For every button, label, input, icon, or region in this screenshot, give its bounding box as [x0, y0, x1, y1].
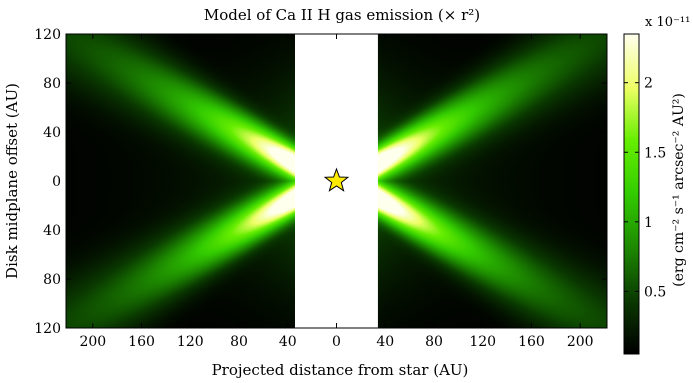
- colorbar-ticks: 0.5 1 1.5 2: [624, 76, 666, 300]
- y-tick-label: 0: [52, 174, 61, 190]
- colorbar-exponent: x 10⁻¹¹: [645, 15, 690, 30]
- colorbar-tick-label: 0.5: [644, 284, 666, 300]
- x-tick-label: 160: [518, 334, 545, 350]
- y-axis-label: Disk midplane offset (AU): [3, 83, 21, 279]
- y-tick-label: 40: [43, 223, 61, 239]
- y-tick-label: 40: [43, 125, 61, 141]
- plot-area: 200 160 120 80 40 0 40 80 120 160 200 120 80 40 0 40 80…: [34, 27, 608, 350]
- colorbar-frame: [623, 33, 640, 355]
- y-axis-ticks: 120 80 40 0 40 80 120: [34, 27, 607, 337]
- heatmap-right-half: [377, 34, 607, 328]
- colorbar-label: (erg cm⁻² s⁻¹ arcsec⁻² AU²): [671, 93, 687, 287]
- x-tick-label: 200: [567, 334, 594, 350]
- colorbar-tick-label: 1: [644, 215, 653, 231]
- x-axis-ticks: 200 160 120 80 40 0 40 80 120 160 200: [79, 34, 594, 350]
- x-tick-label: 40: [279, 334, 297, 350]
- colorbar-gradient: [624, 34, 639, 354]
- x-tick-label: 80: [425, 334, 443, 350]
- y-tick-label: 120: [34, 321, 61, 337]
- x-tick-label: 40: [376, 334, 394, 350]
- y-tick-label: 80: [43, 76, 61, 92]
- y-tick-label: 80: [43, 272, 61, 288]
- x-tick-label: 0: [332, 334, 341, 350]
- colorbar: 0.5 1 1.5 2 x 10⁻¹¹ (erg cm⁻² s⁻¹ arcsec⁻² …: [623, 15, 690, 355]
- x-tick-label: 160: [128, 334, 155, 350]
- x-axis-label: Projected distance from star (AU): [212, 361, 469, 379]
- star-marker: [323, 167, 350, 192]
- y-tick-label: 120: [34, 27, 61, 43]
- x-tick-label: 80: [230, 334, 248, 350]
- colorbar-tick-label: 2: [644, 76, 653, 92]
- heatmap-left-half: [66, 34, 295, 328]
- colorbar-tick-label: 1.5: [644, 145, 666, 161]
- x-tick-label: 200: [79, 334, 106, 350]
- x-tick-label: 120: [469, 334, 496, 350]
- x-tick-label: 120: [177, 334, 204, 350]
- chart-title: Model of Ca II H gas emission (× r²): [204, 6, 480, 24]
